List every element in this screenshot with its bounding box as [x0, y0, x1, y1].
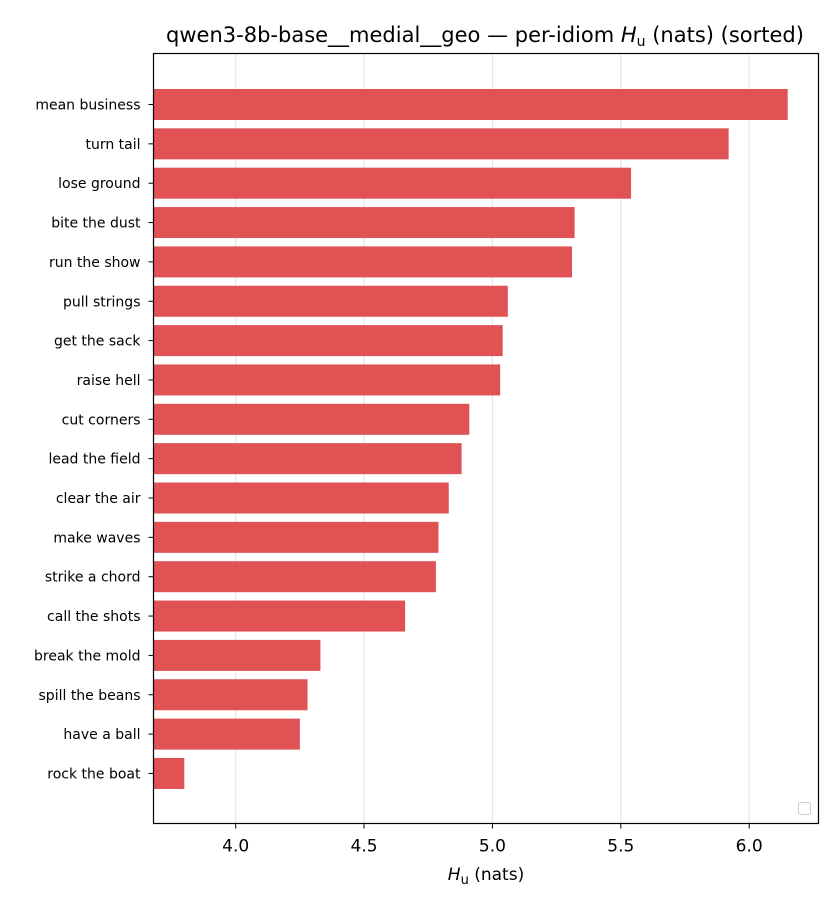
- bar: [153, 325, 503, 357]
- bars: [153, 89, 788, 789]
- y-tick-label: make waves: [53, 530, 140, 546]
- x-tick-label: 6.0: [736, 837, 763, 857]
- y-tick-label: turn tail: [85, 137, 140, 153]
- bar: [153, 757, 185, 789]
- y-tick-label: get the sack: [54, 334, 141, 350]
- bar: [153, 561, 436, 593]
- y-tick-label: bite the dust: [51, 216, 141, 232]
- y-tick-label: lose ground: [58, 176, 140, 192]
- plot-frame: [152, 52, 820, 825]
- bar: [153, 246, 573, 278]
- y-tick-label: break the mold: [34, 648, 141, 664]
- y-tick-label: cut corners: [62, 412, 141, 428]
- x-tick-label: 4.5: [351, 837, 378, 857]
- x-tick-label: 4.0: [222, 837, 249, 857]
- bar: [153, 128, 729, 160]
- x-tick-label: 5.5: [607, 837, 634, 857]
- y-tick-label: clear the air: [56, 491, 141, 507]
- y-tick-label: mean business: [35, 98, 140, 114]
- chart-title: qwen3-8b-base__medial__geo — per-idiom H…: [166, 23, 804, 51]
- bar: [153, 403, 470, 435]
- bar: [153, 89, 788, 120]
- y-tick-label: pull strings: [63, 294, 140, 310]
- y-tick-label: spill the beans: [39, 688, 141, 704]
- bar: [153, 482, 449, 514]
- bar: [153, 443, 462, 475]
- bar: [153, 679, 308, 711]
- bar: [153, 639, 321, 671]
- bar: [153, 521, 439, 553]
- bar: [153, 167, 632, 199]
- y-tick-label: lead the field: [48, 452, 140, 468]
- y-tick-label: raise hell: [77, 373, 141, 389]
- bar: [153, 285, 508, 317]
- y-axis: mean business turn tail lose ground bite th…: [34, 98, 154, 782]
- x-axis-label: Hu (nats): [448, 865, 524, 889]
- bar: [153, 600, 406, 632]
- y-tick-label: have a ball: [63, 727, 140, 743]
- bar: [153, 207, 575, 239]
- y-tick-label: strike a chord: [45, 570, 141, 586]
- y-tick-label: call the shots: [47, 609, 140, 625]
- x-axis: 4.0 4.5 5.0 5.5 6.0: [222, 823, 763, 857]
- y-tick-label: rock the boat: [47, 766, 141, 782]
- legend-box: [798, 802, 811, 815]
- bar: [153, 364, 501, 396]
- y-tick-label: run the show: [49, 255, 141, 271]
- bar: [153, 718, 300, 750]
- x-tick-label: 5.0: [479, 837, 506, 857]
